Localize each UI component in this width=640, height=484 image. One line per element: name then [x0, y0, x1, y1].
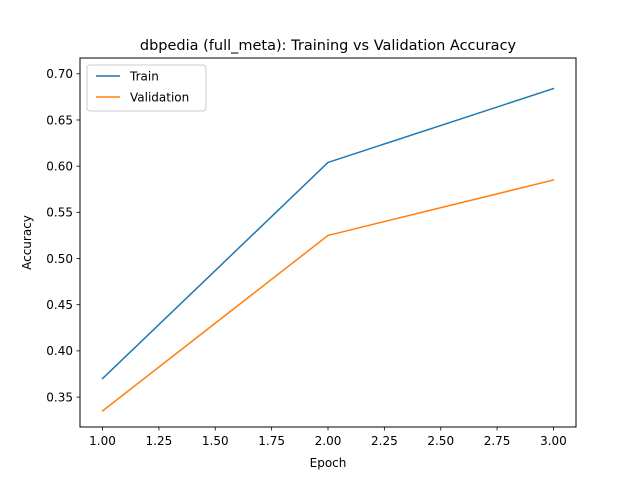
x-tick-label: 2.00: [315, 434, 342, 448]
x-axis-label: Epoch: [310, 456, 347, 470]
x-tick-label: 1.25: [146, 434, 173, 448]
x-tick-label: 2.25: [371, 434, 398, 448]
y-axis-label: Accuracy: [20, 215, 34, 270]
x-axis: 1.00 1.25 1.50 1.75 2.00 2.25 2.50 2.75 3.00: [89, 427, 567, 448]
x-tick-label: 2.50: [427, 434, 454, 448]
y-tick-label: 0.50: [46, 252, 73, 266]
x-tick-label: 1.75: [258, 434, 285, 448]
x-tick-label: 2.75: [484, 434, 511, 448]
y-tick-label: 0.40: [46, 344, 73, 358]
y-tick-label: 0.55: [46, 206, 73, 220]
y-tick-label: 0.45: [46, 298, 73, 312]
y-tick-label: 0.65: [46, 113, 73, 127]
y-tick-label: 0.60: [46, 159, 73, 173]
plot-area: [101, 87, 555, 412]
legend-label-train: Train: [129, 70, 159, 84]
legend-label-validation: Validation: [130, 91, 189, 105]
x-tick-label: 1.00: [89, 434, 116, 448]
x-tick-label: 1.50: [202, 434, 229, 448]
x-tick-label: 3.00: [540, 434, 567, 448]
series-line-train: [101, 87, 555, 380]
y-tick-label: 0.35: [46, 390, 73, 404]
series-line-validation: [101, 179, 555, 412]
plot-frame: [79, 57, 577, 428]
chart-title: dbpedia (full_meta): Training vs Validat…: [140, 38, 517, 54]
y-tick-label: 0.70: [46, 67, 73, 81]
y-axis: 0.35 0.40 0.45 0.50 0.55 0.60 0.65 0.70: [46, 67, 80, 404]
legend: Train Validation: [86, 64, 207, 112]
